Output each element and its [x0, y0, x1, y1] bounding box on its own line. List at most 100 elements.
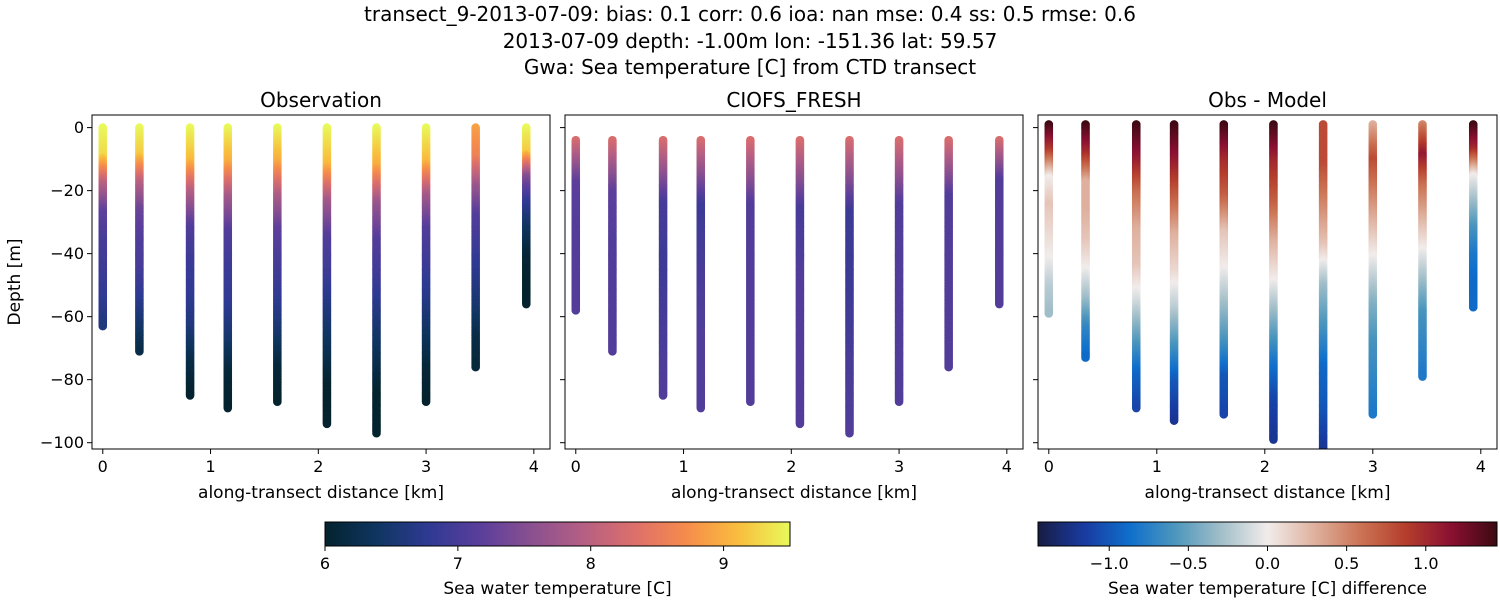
data-point	[944, 362, 953, 372]
observation-profile-6	[372, 123, 381, 438]
data-point	[521, 299, 531, 309]
observation-points	[98, 123, 531, 438]
data-point	[1269, 435, 1278, 444]
difference-x-axis-label: along-transect distance [km]	[1145, 483, 1391, 503]
observation-profile-2	[185, 123, 195, 400]
observation-profile-1	[135, 123, 144, 356]
x-tick-label: 0	[98, 457, 108, 476]
data-point	[845, 428, 854, 438]
x-tick-label: 2	[1260, 457, 1270, 476]
model-profile-9	[994, 135, 1004, 309]
data-point	[1169, 416, 1179, 425]
data-point	[658, 391, 668, 400]
x-tick-label: 3	[894, 457, 904, 476]
colorbar-tick-label: −1.0	[1090, 554, 1129, 573]
colorbar-tick-label: 1.0	[1413, 554, 1438, 573]
data-point	[1044, 309, 1054, 318]
y-tick-label: −100	[40, 433, 84, 452]
observation-profile-9	[521, 123, 531, 309]
model-profile-7	[894, 135, 904, 407]
model-profile-0	[571, 135, 581, 315]
figure-title-line-2: 2013-07-09 depth: -1.00m lon: -151.36 la…	[502, 29, 998, 53]
colorbar-tick-label: 8	[586, 554, 596, 573]
data-point	[135, 347, 144, 356]
observation-x-axis-label: along-transect distance [km]	[198, 483, 444, 503]
colorbar-tick-label: 9	[718, 554, 728, 573]
figure-title-line-3: Gwa: Sea temperature [C] from CTD transe…	[523, 55, 977, 79]
colorbar-difference-bar	[1037, 521, 1498, 547]
colorbar-tick-label: 0.0	[1255, 554, 1280, 573]
colorbar-temperature: 6 7 8 9 Sea water temperature [C]	[320, 521, 791, 599]
y-tick-label: −60	[50, 307, 84, 326]
observation-title: Observation	[260, 88, 382, 112]
observation-profile-4	[273, 123, 282, 407]
data-point	[1219, 410, 1229, 419]
x-tick-label: 3	[421, 457, 431, 476]
x-tick-label: 4	[1476, 457, 1486, 476]
difference-points	[1044, 120, 1478, 449]
x-tick-label: 4	[529, 457, 539, 476]
colorbar-temperature-label: Sea water temperature [C]	[443, 579, 671, 599]
model-points	[571, 135, 1004, 438]
model-x-axis-label: along-transect distance [km]	[671, 483, 917, 503]
difference-profile-1	[1081, 120, 1090, 362]
difference-profile-0	[1044, 120, 1054, 318]
colorbar-tick-label: 7	[453, 554, 463, 573]
y-tick-label: −40	[50, 244, 84, 263]
y-tick-label: 0	[74, 118, 84, 137]
data-point	[795, 419, 805, 429]
difference-title: Obs - Model	[1208, 88, 1327, 112]
data-point	[1318, 444, 1328, 449]
x-tick-label: 1	[205, 457, 215, 476]
difference-profile-6	[1318, 120, 1328, 449]
observation-axes-frame	[91, 114, 551, 450]
figure-title-line-1: transect_9-2013-07-09: bias: 0.1 corr: 0…	[364, 2, 1136, 26]
y-tick-label: −20	[50, 181, 84, 200]
x-tick-label: 4	[1002, 457, 1012, 476]
data-point	[372, 428, 381, 438]
colorbar-difference-label: Sea water temperature [C] difference	[1108, 579, 1427, 599]
data-point	[994, 299, 1004, 309]
observation-profile-0	[98, 123, 108, 331]
data-point	[421, 397, 431, 407]
model-profile-5	[795, 135, 805, 429]
data-point	[1081, 353, 1090, 362]
colorbar-temperature-bar	[324, 521, 791, 547]
observation-y-axis-label: Depth [m]	[5, 238, 25, 325]
difference-profile-2	[1131, 120, 1141, 413]
model-profile-6	[845, 135, 854, 438]
panel-observation: 0 1 2 3 4 0 −20 −40 −60 −80 −100 Observation along-t…	[5, 88, 551, 503]
y-tick-label: −80	[50, 370, 84, 389]
x-tick-label: 2	[786, 457, 796, 476]
observation-profile-7	[421, 123, 431, 407]
model-title: CIOFS_FRESH	[726, 88, 861, 112]
panels-group: 0 1 2 3 4 0 −20 −40 −60 −80 −100 Observation along-t…	[5, 88, 1498, 503]
difference-profile-3	[1169, 120, 1179, 425]
x-tick-label: 0	[1044, 457, 1054, 476]
colorbar-tick-label: −0.5	[1169, 554, 1208, 573]
data-point	[98, 321, 108, 331]
difference-profile-7	[1368, 120, 1378, 419]
x-tick-label: 2	[313, 457, 323, 476]
observation-profile-3	[223, 123, 233, 413]
colorbar-tick-label: 6	[320, 554, 330, 573]
data-point	[608, 347, 617, 356]
difference-axes-frame	[1037, 114, 1498, 450]
x-tick-label: 0	[571, 457, 581, 476]
data-point	[1131, 403, 1141, 413]
model-profile-1	[608, 135, 617, 356]
data-point	[696, 403, 706, 413]
model-profile-3	[696, 135, 706, 413]
difference-profile-5	[1269, 120, 1278, 444]
model-profile-4	[746, 135, 755, 407]
data-point	[273, 397, 282, 407]
data-point	[185, 391, 195, 400]
x-tick-label: 1	[1152, 457, 1162, 476]
data-point	[223, 403, 233, 413]
difference-profile-9	[1468, 120, 1478, 312]
model-axes-frame	[564, 114, 1024, 450]
